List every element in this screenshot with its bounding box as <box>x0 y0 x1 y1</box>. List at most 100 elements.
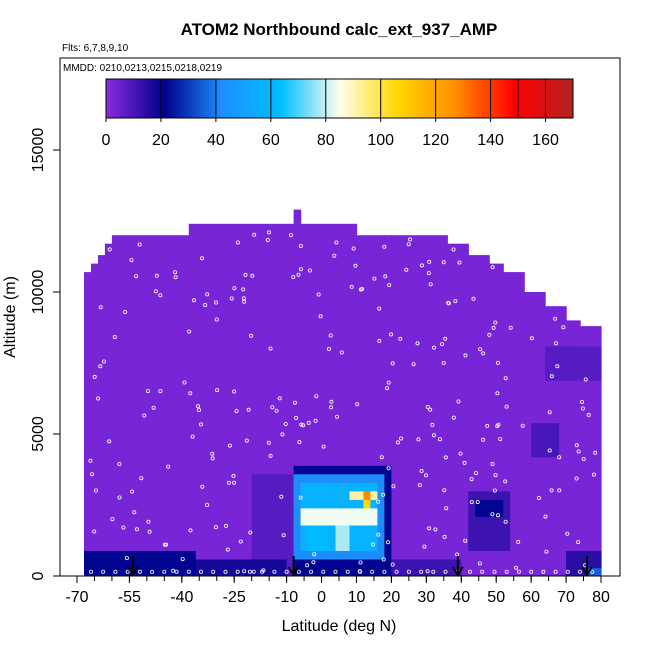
heatmap-cell <box>293 371 302 381</box>
heatmap-cell <box>384 303 392 313</box>
heatmap-cell <box>461 448 469 458</box>
heatmap-cell <box>125 448 134 458</box>
heatmap-cell <box>265 473 274 483</box>
heatmap-cell <box>412 311 420 321</box>
heatmap-cell <box>91 363 99 373</box>
heatmap-cell <box>286 439 295 449</box>
heatmap-cell <box>167 388 176 398</box>
heatmap-cell <box>349 533 358 543</box>
track-point <box>215 388 220 393</box>
heatmap-cell <box>84 567 92 576</box>
heatmap-cell <box>118 567 127 576</box>
colorbar-segment <box>323 79 327 118</box>
heatmap-cell <box>377 439 385 449</box>
heatmap-cell <box>314 303 323 313</box>
heatmap-cell <box>328 473 337 483</box>
heatmap-cell <box>307 473 316 483</box>
heatmap-cell <box>321 465 330 475</box>
heatmap-cell <box>167 431 176 441</box>
heatmap-cell <box>216 243 225 253</box>
colorbar-segment <box>361 79 365 118</box>
heatmap-cell <box>188 516 197 526</box>
heatmap-cell <box>328 223 337 228</box>
colorbar-segment <box>520 79 525 118</box>
heatmap-cell <box>524 465 532 475</box>
heatmap-cell <box>223 226 232 236</box>
heatmap-cell <box>370 541 378 551</box>
colorbar-segment <box>402 79 406 118</box>
track-point <box>98 305 103 310</box>
heatmap-cell <box>328 507 337 517</box>
heatmap-cell <box>258 320 267 330</box>
colorbar-segment <box>476 79 481 118</box>
heatmap-cell <box>174 235 183 245</box>
heatmap-cell <box>132 243 141 253</box>
heatmap-cell <box>482 354 490 364</box>
heatmap-cell <box>258 354 267 364</box>
heatmap-cell <box>594 482 602 492</box>
heatmap-cell <box>160 414 169 424</box>
track-point <box>492 488 497 493</box>
heatmap-cell <box>440 328 448 338</box>
heatmap-cell <box>573 388 581 398</box>
heatmap-cell <box>98 541 106 551</box>
heatmap-cell <box>587 346 595 356</box>
heatmap-cell <box>202 524 211 534</box>
heatmap-cell <box>461 371 469 381</box>
heatmap-cell <box>447 354 455 364</box>
heatmap-cell <box>265 550 274 560</box>
heatmap-cell <box>461 465 469 475</box>
heatmap-cell <box>454 346 462 356</box>
heatmap-cell <box>335 235 344 245</box>
heatmap-cell <box>314 226 323 236</box>
heatmap-cell <box>237 223 246 228</box>
heatmap-cell <box>510 371 518 381</box>
heatmap-cell <box>475 277 483 287</box>
heatmap-cell <box>139 277 148 287</box>
heatmap-cell <box>314 397 323 407</box>
heatmap-cell <box>300 346 309 356</box>
heatmap-cell <box>496 550 504 560</box>
heatmap-cell <box>216 439 225 449</box>
heatmap-cell <box>349 223 358 228</box>
heatmap-cell <box>377 346 385 356</box>
heatmap-cell <box>314 235 323 245</box>
heatmap-cell <box>118 354 127 364</box>
heatmap-cell <box>391 414 399 424</box>
heatmap-cell <box>559 346 567 356</box>
heatmap-cell <box>496 507 504 517</box>
heatmap-cell <box>118 516 127 526</box>
heatmap-cell <box>153 482 162 492</box>
heatmap-cell <box>91 346 99 356</box>
heatmap-cell <box>517 473 525 483</box>
heatmap-cell <box>538 559 546 569</box>
heatmap-cell <box>545 311 553 321</box>
heatmap-cell <box>91 277 99 287</box>
heatmap-cell <box>559 363 567 373</box>
heatmap-cell <box>363 303 372 313</box>
track-point <box>394 569 399 574</box>
heatmap-cell <box>91 448 99 458</box>
heatmap-cell <box>517 277 525 287</box>
heatmap-cell <box>202 337 211 347</box>
heatmap-cell <box>377 559 385 569</box>
heatmap-cell <box>482 414 490 424</box>
heatmap-cell <box>461 533 469 543</box>
heatmap-cell <box>118 448 127 458</box>
heatmap-cell <box>510 405 518 415</box>
colorbar-segment <box>232 79 236 118</box>
heatmap-cell <box>531 397 539 407</box>
heatmap-cell <box>286 337 295 347</box>
heatmap-cell <box>265 405 274 415</box>
heatmap-cell <box>146 456 155 466</box>
heatmap-cell <box>223 448 232 458</box>
heatmap-cell <box>98 294 106 304</box>
heatmap-cell <box>538 303 546 313</box>
heatmap-cell <box>517 541 525 551</box>
heatmap-cell <box>258 524 267 534</box>
heatmap-cell <box>377 533 385 543</box>
heatmap-cell <box>433 346 441 356</box>
heatmap-cell <box>342 286 351 296</box>
heatmap-cell <box>363 422 372 432</box>
track-point <box>328 333 333 338</box>
